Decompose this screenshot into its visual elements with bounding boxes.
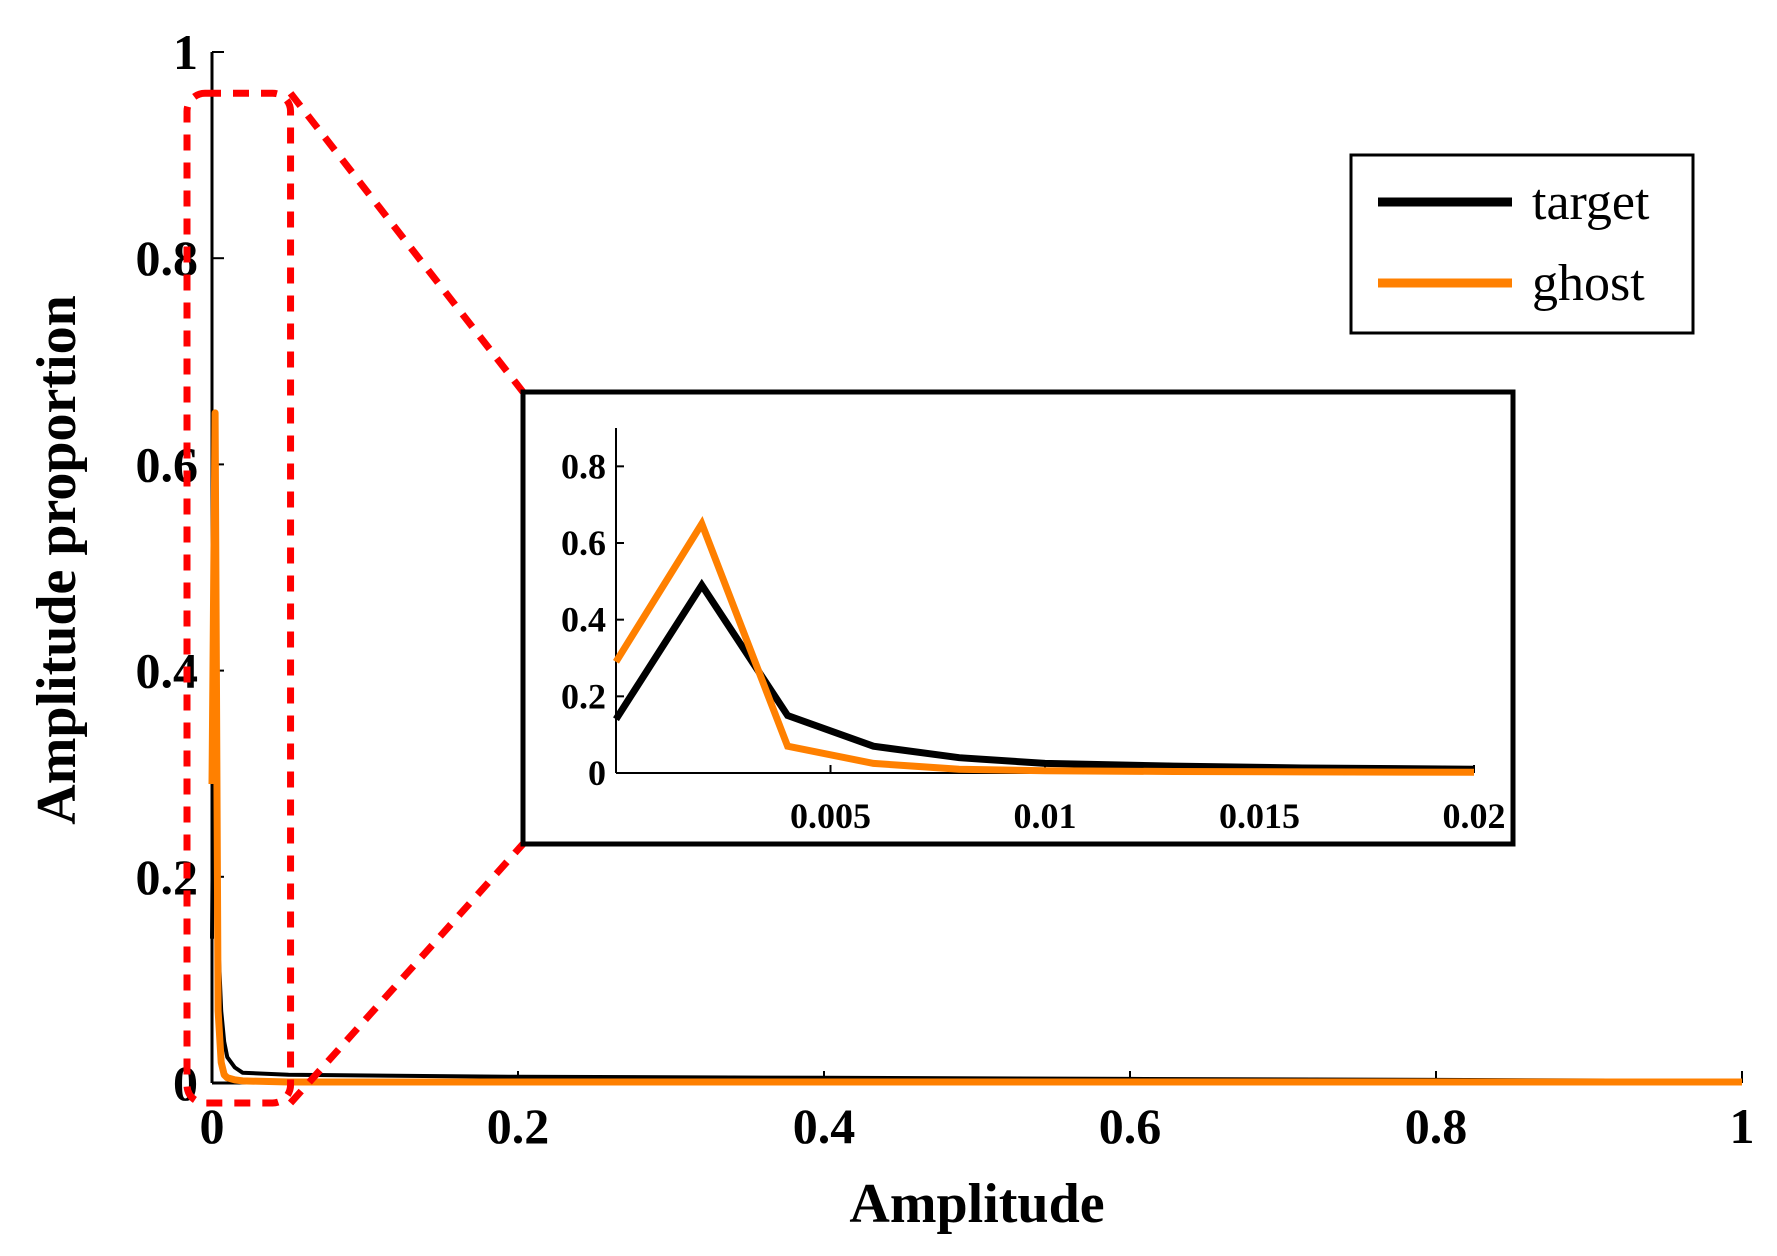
inset-y-tick-label: 0.8 xyxy=(561,446,606,486)
inset-series-line-target xyxy=(613,578,1475,773)
inset-zoom-chart: 0.005 0.01 0.015 0.02 0 0.2 0.4 0.6 0.8 xyxy=(520,389,1516,847)
inset-series xyxy=(613,515,1475,776)
inset-x-tick-label: 0.005 xyxy=(790,796,871,836)
legend-box xyxy=(1349,153,1695,335)
inset-series-line-ghost xyxy=(613,515,1475,776)
inset-y-tick-label: 0.2 xyxy=(561,676,606,716)
zoom-connector-bottom xyxy=(287,841,526,1106)
main-x-tick-label: 0.2 xyxy=(487,1098,550,1154)
zoom-region-box xyxy=(183,89,295,1107)
legend: target ghost xyxy=(1349,153,1695,335)
legend-label-ghost: ghost xyxy=(1532,255,1645,312)
main-series xyxy=(208,409,1743,1086)
inset-y-tick-label: 0 xyxy=(588,753,606,793)
main-x-tick-label: 0.4 xyxy=(793,1098,856,1154)
main-series-line-ghost xyxy=(208,409,1742,1086)
zoom-connector-top xyxy=(287,91,526,395)
main-x-tick-label: 0 xyxy=(200,1098,225,1154)
main-x-tick-label: 0.6 xyxy=(1099,1098,1162,1154)
main-x-tick-label: 1 xyxy=(1730,1098,1755,1154)
inset-y-tick-label: 0.6 xyxy=(561,523,606,563)
x-axis-title: Amplitude xyxy=(849,1173,1104,1235)
zoom-annotation xyxy=(183,89,526,1107)
y-axis-title: Amplitude proportion xyxy=(26,295,88,824)
inset-y-tick-label: 0.4 xyxy=(561,600,606,640)
legend-label-target: target xyxy=(1532,174,1650,231)
inset-ticks: 0.005 0.01 0.015 0.02 0 0.2 0.4 0.6 0.8 xyxy=(561,446,1506,836)
inset-x-tick-label: 0.01 xyxy=(1014,796,1077,836)
main-x-tick-label: 0.8 xyxy=(1405,1098,1468,1154)
main-y-tick-label: 1 xyxy=(173,24,198,80)
inset-frame xyxy=(520,389,1516,847)
inset-x-tick-label: 0.015 xyxy=(1219,796,1300,836)
inset-x-tick-label: 0.02 xyxy=(1443,796,1506,836)
